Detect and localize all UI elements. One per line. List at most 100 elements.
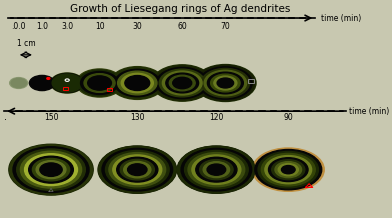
Text: 90: 90 bbox=[283, 113, 293, 122]
Circle shape bbox=[203, 162, 230, 178]
Circle shape bbox=[109, 153, 166, 187]
Circle shape bbox=[117, 157, 158, 182]
Circle shape bbox=[214, 76, 237, 90]
Circle shape bbox=[81, 72, 118, 94]
Circle shape bbox=[114, 69, 160, 97]
Circle shape bbox=[196, 157, 237, 182]
Text: .0.0: .0.0 bbox=[11, 22, 26, 31]
Circle shape bbox=[51, 73, 84, 93]
Circle shape bbox=[192, 155, 241, 184]
Text: 3.0: 3.0 bbox=[61, 22, 73, 31]
Text: 130: 130 bbox=[130, 113, 145, 122]
Circle shape bbox=[154, 66, 211, 100]
Circle shape bbox=[177, 146, 256, 193]
Text: 1.0: 1.0 bbox=[36, 22, 48, 31]
Circle shape bbox=[102, 148, 172, 191]
Circle shape bbox=[255, 150, 322, 190]
Circle shape bbox=[118, 71, 157, 95]
Text: 60: 60 bbox=[177, 22, 187, 31]
Circle shape bbox=[121, 73, 153, 93]
Circle shape bbox=[51, 73, 83, 92]
Circle shape bbox=[105, 150, 169, 189]
Text: 120: 120 bbox=[209, 113, 223, 122]
Circle shape bbox=[98, 146, 176, 193]
Circle shape bbox=[111, 67, 163, 99]
Circle shape bbox=[76, 69, 123, 97]
Circle shape bbox=[156, 67, 208, 99]
Circle shape bbox=[127, 164, 147, 175]
Text: 70: 70 bbox=[220, 22, 230, 31]
Text: 150: 150 bbox=[44, 113, 58, 122]
Circle shape bbox=[13, 147, 89, 192]
Text: 1 cm: 1 cm bbox=[16, 39, 35, 48]
Circle shape bbox=[120, 159, 154, 180]
Circle shape bbox=[47, 167, 55, 172]
Circle shape bbox=[201, 68, 250, 98]
Circle shape bbox=[47, 78, 50, 79]
Circle shape bbox=[159, 69, 205, 97]
Circle shape bbox=[252, 148, 324, 191]
Circle shape bbox=[10, 145, 93, 194]
Text: 30: 30 bbox=[132, 22, 142, 31]
Circle shape bbox=[272, 160, 305, 180]
Circle shape bbox=[265, 156, 312, 184]
Circle shape bbox=[176, 80, 188, 87]
Circle shape bbox=[278, 164, 298, 176]
Circle shape bbox=[25, 154, 78, 186]
Text: 10: 10 bbox=[95, 22, 104, 31]
Circle shape bbox=[178, 146, 255, 193]
Text: time (min): time (min) bbox=[349, 107, 390, 116]
Circle shape bbox=[98, 146, 176, 193]
Circle shape bbox=[10, 78, 28, 89]
Circle shape bbox=[152, 65, 212, 101]
Circle shape bbox=[285, 167, 292, 172]
Circle shape bbox=[162, 71, 202, 95]
Circle shape bbox=[207, 164, 226, 175]
Circle shape bbox=[185, 150, 248, 189]
Circle shape bbox=[269, 158, 308, 182]
Text: Growth of Liesegang rings of Ag dendrites: Growth of Liesegang rings of Ag dendrite… bbox=[70, 4, 290, 14]
Circle shape bbox=[281, 165, 295, 174]
Circle shape bbox=[195, 65, 256, 102]
Circle shape bbox=[9, 144, 93, 195]
Circle shape bbox=[84, 74, 115, 92]
Circle shape bbox=[207, 72, 243, 94]
Circle shape bbox=[173, 77, 192, 89]
Circle shape bbox=[29, 156, 73, 183]
Circle shape bbox=[20, 151, 82, 188]
Circle shape bbox=[11, 78, 26, 88]
Circle shape bbox=[125, 75, 150, 90]
Circle shape bbox=[17, 149, 85, 190]
Circle shape bbox=[169, 75, 195, 91]
Circle shape bbox=[275, 162, 301, 178]
Circle shape bbox=[181, 148, 252, 191]
Circle shape bbox=[40, 163, 62, 176]
Text: time (min): time (min) bbox=[321, 14, 361, 22]
Circle shape bbox=[44, 165, 58, 174]
Circle shape bbox=[204, 70, 247, 96]
Circle shape bbox=[188, 153, 245, 187]
Circle shape bbox=[52, 74, 82, 92]
Circle shape bbox=[134, 168, 140, 171]
Circle shape bbox=[36, 161, 66, 179]
Circle shape bbox=[91, 78, 108, 88]
Circle shape bbox=[33, 158, 70, 181]
Circle shape bbox=[211, 74, 240, 92]
Text: .: . bbox=[4, 112, 7, 122]
Circle shape bbox=[88, 76, 111, 90]
Circle shape bbox=[220, 80, 230, 86]
Circle shape bbox=[29, 75, 54, 91]
Circle shape bbox=[129, 78, 146, 88]
Circle shape bbox=[217, 78, 234, 88]
Circle shape bbox=[166, 73, 199, 93]
Circle shape bbox=[131, 166, 143, 173]
Circle shape bbox=[261, 153, 315, 186]
Circle shape bbox=[124, 162, 151, 178]
Bar bbox=[63, 87, 68, 90]
Bar bbox=[249, 79, 254, 83]
Circle shape bbox=[200, 160, 233, 180]
Circle shape bbox=[110, 67, 165, 99]
Circle shape bbox=[211, 166, 222, 173]
Circle shape bbox=[78, 70, 121, 96]
Circle shape bbox=[258, 152, 318, 188]
